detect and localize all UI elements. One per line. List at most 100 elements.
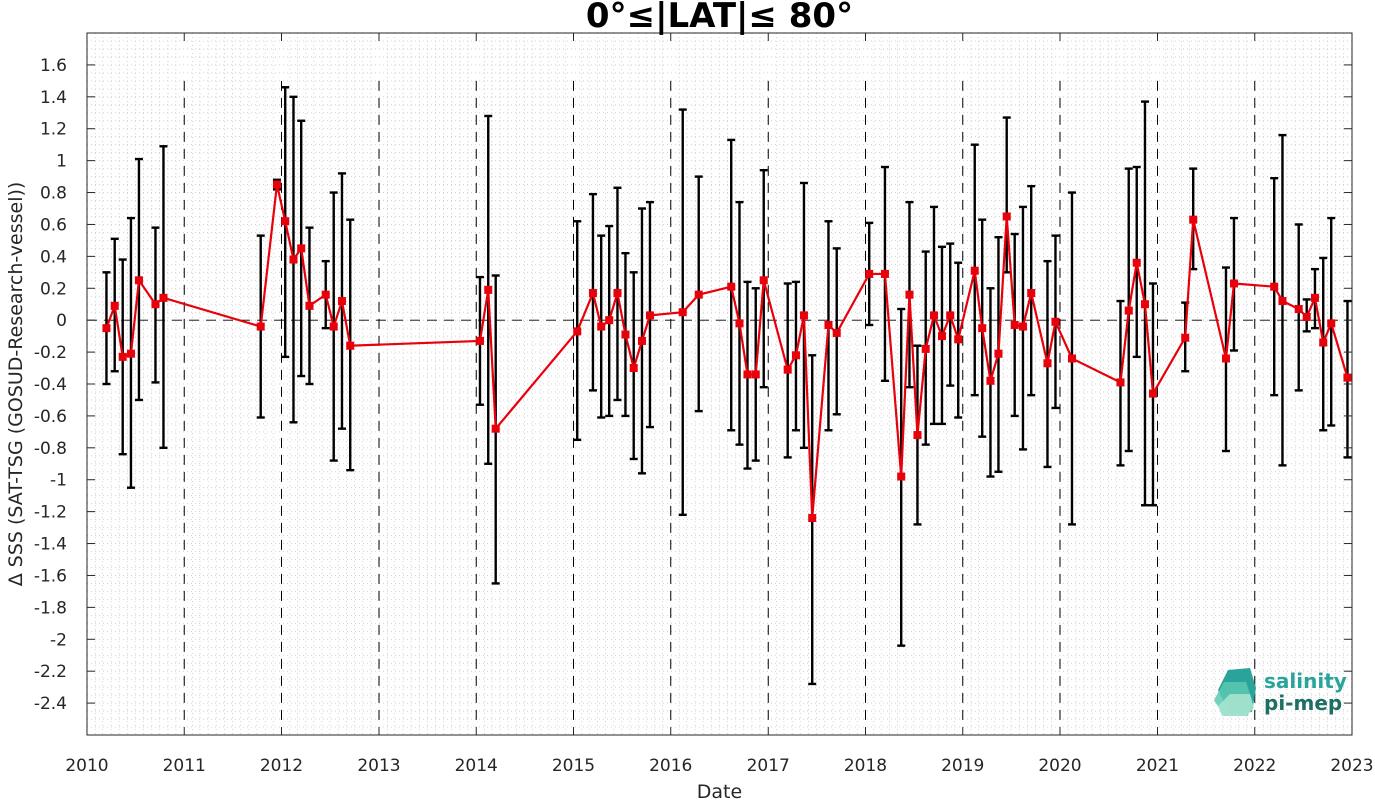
data-point bbox=[297, 244, 306, 253]
data-point bbox=[1189, 215, 1198, 224]
data-point bbox=[727, 282, 736, 291]
series-line bbox=[105, 184, 1349, 519]
year-dividers bbox=[183, 80, 1256, 721]
data-point bbox=[880, 269, 889, 278]
x-tick-label: 2022 bbox=[1233, 756, 1276, 776]
data-point bbox=[1319, 338, 1328, 347]
data-point bbox=[1343, 373, 1352, 382]
y-tick-label: -2.2 bbox=[34, 662, 67, 682]
y-tick-label: -2 bbox=[50, 630, 67, 650]
data-point bbox=[1278, 297, 1287, 306]
data-point bbox=[346, 341, 355, 350]
y-tick-label: 1.4 bbox=[40, 88, 67, 108]
chart-title: 0°≤|LAT|≤ 80° bbox=[586, 0, 853, 36]
data-point bbox=[1181, 333, 1190, 342]
data-point bbox=[1067, 354, 1076, 363]
y-axis-label: Δ SSS (SAT-TSG (GOSUD-Research-vessel)) bbox=[5, 182, 27, 587]
data-point bbox=[921, 344, 930, 353]
data-point bbox=[597, 322, 606, 331]
data-point bbox=[1051, 317, 1060, 326]
data-point bbox=[573, 327, 582, 336]
y-tick-label: 0.2 bbox=[40, 279, 67, 299]
data-point bbox=[970, 266, 979, 275]
x-tick-label: 2020 bbox=[1038, 756, 1081, 776]
data-point bbox=[272, 180, 281, 189]
data-point bbox=[1027, 289, 1036, 298]
y-tick-label: 0.6 bbox=[40, 215, 67, 235]
x-tick-label: 2010 bbox=[65, 756, 108, 776]
data-point bbox=[1010, 320, 1019, 329]
y-tick-label: -0.2 bbox=[34, 343, 67, 363]
data-point bbox=[484, 285, 493, 294]
data-point bbox=[605, 316, 614, 325]
data-point bbox=[791, 351, 800, 360]
data-point bbox=[621, 330, 630, 339]
data-point bbox=[1132, 258, 1141, 267]
data-point bbox=[929, 311, 938, 320]
x-tick-label: 2015 bbox=[552, 756, 595, 776]
data-point bbox=[1140, 300, 1149, 309]
logo-waves-icon bbox=[1214, 668, 1256, 716]
x-tick-label: 2012 bbox=[260, 756, 303, 776]
data-point bbox=[808, 514, 817, 523]
data-point bbox=[118, 352, 127, 361]
x-tick-label: 2019 bbox=[941, 756, 984, 776]
ticks: 1.6 1.4 1.2 1 0.8 0.6 0.4 0.2 0 -0.2 -0.4 -0.6 -0.8 -… bbox=[34, 33, 1374, 776]
data-point bbox=[1002, 212, 1011, 221]
y-tick-label: 0.4 bbox=[40, 247, 67, 267]
salinity-pi-mep-logo: salinity pi-mep bbox=[1214, 668, 1347, 716]
y-tick-label: 0 bbox=[56, 311, 67, 331]
data-point bbox=[1327, 319, 1336, 328]
data-point bbox=[134, 276, 143, 285]
data-point bbox=[337, 297, 346, 306]
data-point bbox=[629, 364, 638, 373]
x-tick-label: 2018 bbox=[844, 756, 887, 776]
data-point bbox=[329, 322, 338, 331]
data-point bbox=[491, 424, 500, 433]
data-point bbox=[994, 349, 1003, 358]
data-point bbox=[1018, 322, 1027, 331]
data-point bbox=[1310, 293, 1319, 302]
data-point bbox=[751, 370, 760, 379]
data-point bbox=[321, 290, 330, 299]
data-point bbox=[613, 289, 622, 298]
data-point bbox=[986, 376, 995, 385]
data-point bbox=[151, 300, 160, 309]
y-tick-label: -1.6 bbox=[34, 566, 67, 586]
data-point bbox=[799, 311, 808, 320]
y-tick-label: 0.8 bbox=[40, 184, 67, 204]
data-point bbox=[1229, 279, 1238, 288]
series-1 bbox=[102, 180, 1352, 523]
x-tick-label: 2016 bbox=[649, 756, 692, 776]
data-point bbox=[1043, 359, 1052, 368]
data-point bbox=[102, 324, 111, 333]
y-tick-label: -0.8 bbox=[34, 439, 67, 459]
y-tick-label: -2.4 bbox=[34, 694, 67, 714]
data-point bbox=[1124, 306, 1133, 315]
data-point bbox=[159, 293, 168, 302]
data-point bbox=[637, 336, 646, 345]
logo-line2: pi-mep bbox=[1264, 691, 1342, 715]
data-point bbox=[1116, 378, 1125, 387]
y-tick-label: 1.6 bbox=[40, 56, 67, 76]
data-point bbox=[256, 322, 265, 331]
x-tick-label: 2013 bbox=[357, 756, 400, 776]
data-point bbox=[289, 255, 298, 264]
data-point bbox=[645, 311, 654, 320]
y-tick-label: -1.8 bbox=[34, 598, 67, 618]
data-point bbox=[905, 290, 914, 299]
data-point bbox=[937, 332, 946, 341]
data-point bbox=[897, 472, 906, 481]
y-tick-label: 1.2 bbox=[40, 120, 67, 140]
data-point bbox=[694, 290, 703, 299]
data-point bbox=[865, 269, 874, 278]
data-point bbox=[824, 320, 833, 329]
data-point bbox=[1148, 389, 1157, 398]
x-axis-label: Date bbox=[697, 781, 742, 801]
y-tick-label: -1 bbox=[50, 471, 67, 491]
data-point bbox=[588, 289, 597, 298]
data-point bbox=[281, 217, 290, 226]
data-point bbox=[913, 431, 922, 440]
logo-line1: salinity bbox=[1264, 669, 1347, 693]
